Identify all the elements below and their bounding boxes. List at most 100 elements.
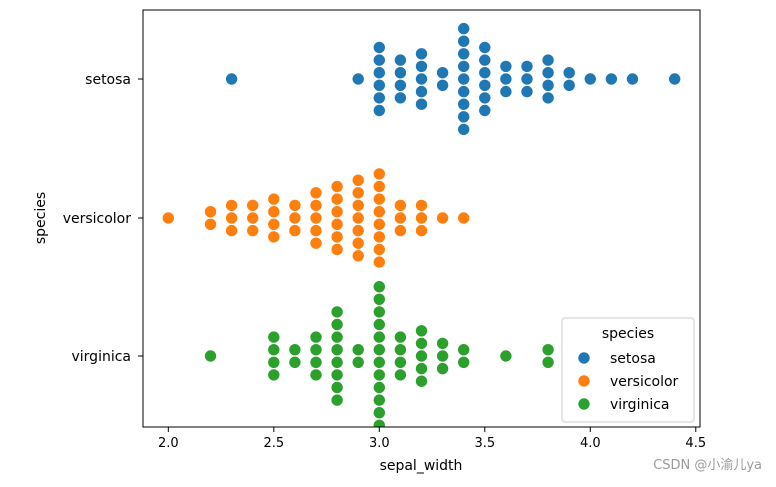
data-point-virginica	[457, 355, 470, 369]
legend-label: setosa	[610, 351, 656, 367]
data-point-virginica	[373, 305, 386, 319]
x-tick-label: 2.0	[158, 436, 179, 451]
data-point-versicolor	[267, 218, 281, 231]
data-point-versicolor	[351, 211, 365, 225]
legend-box	[561, 317, 695, 423]
data-point-virginica	[330, 318, 344, 331]
data-point-setosa	[394, 91, 407, 105]
data-point-versicolor	[204, 205, 217, 218]
data-point-setosa	[373, 104, 386, 117]
data-point-versicolor	[436, 211, 449, 225]
data-point-versicolor	[394, 211, 407, 225]
data-point-versicolor	[309, 211, 323, 225]
data-point-versicolor	[351, 173, 365, 187]
x-tick-label: 4.5	[685, 436, 706, 451]
data-point-versicolor	[351, 186, 365, 200]
data-point-virginica	[415, 349, 428, 363]
data-point-versicolor	[267, 192, 281, 206]
data-point-versicolor	[330, 205, 344, 218]
legend-marker	[577, 351, 591, 365]
data-point-setosa	[373, 91, 386, 105]
data-point-virginica	[373, 280, 386, 294]
data-point-setosa	[373, 41, 386, 54]
data-point-virginica	[541, 343, 555, 357]
data-point-setosa	[562, 79, 576, 92]
data-point-versicolor	[309, 186, 323, 200]
data-point-versicolor	[351, 249, 365, 263]
data-point-setosa	[457, 110, 470, 124]
data-point-versicolor	[330, 180, 344, 193]
data-point-virginica	[373, 406, 386, 420]
data-point-setosa	[541, 79, 555, 92]
data-point-setosa	[457, 85, 470, 98]
data-point-versicolor	[394, 199, 407, 212]
data-point-setosa	[373, 79, 386, 92]
data-point-versicolor	[373, 167, 386, 181]
data-point-virginica	[351, 355, 365, 369]
data-point-virginica	[330, 355, 344, 369]
data-point-setosa	[415, 72, 428, 86]
data-point-versicolor	[246, 199, 260, 212]
data-point-virginica	[204, 349, 217, 363]
data-point-versicolor	[415, 211, 428, 225]
data-point-virginica	[330, 381, 344, 394]
data-point-setosa	[457, 60, 470, 73]
data-point-versicolor	[309, 199, 323, 212]
data-point-setosa	[499, 72, 513, 86]
data-point-setosa	[478, 79, 492, 92]
data-point-versicolor	[373, 205, 386, 218]
data-point-virginica	[288, 355, 302, 369]
x-axis-label: sepal_width	[380, 458, 463, 474]
x-tick-label: 3.5	[474, 436, 495, 451]
y-tick-label: versicolor	[63, 211, 132, 227]
data-point-setosa	[415, 97, 428, 111]
data-point-virginica	[415, 324, 428, 338]
data-point-setosa	[225, 72, 238, 86]
data-point-setosa	[351, 72, 365, 86]
data-point-versicolor	[246, 211, 260, 225]
legend-title: species	[602, 326, 654, 342]
data-point-setosa	[499, 60, 513, 73]
data-point-virginica	[351, 343, 365, 357]
data-point-virginica	[373, 368, 386, 382]
data-point-virginica	[309, 343, 323, 357]
data-point-setosa	[520, 85, 534, 98]
data-point-setosa	[436, 79, 449, 92]
data-point-virginica	[394, 330, 407, 344]
y-tick-label: virginica	[72, 349, 132, 365]
data-point-versicolor	[246, 224, 260, 237]
data-point-setosa	[457, 34, 470, 48]
data-point-setosa	[394, 53, 407, 67]
data-point-virginica	[330, 330, 344, 344]
data-point-setosa	[415, 85, 428, 98]
data-point-versicolor	[457, 211, 470, 225]
data-point-virginica	[436, 349, 449, 363]
data-point-versicolor	[309, 224, 323, 237]
data-point-setosa	[499, 85, 513, 98]
data-point-setosa	[457, 47, 470, 61]
data-point-setosa	[541, 66, 555, 79]
data-point-virginica	[330, 393, 344, 407]
x-axis: 2.0 2.5 3.0 3.5 4.0 4.5	[158, 427, 706, 451]
data-point-setosa	[478, 41, 492, 54]
data-point-virginica	[288, 343, 302, 357]
data-point-versicolor	[267, 230, 281, 244]
data-point-virginica	[373, 381, 386, 394]
y-tick-label: setosa	[85, 72, 131, 88]
data-point-versicolor	[415, 224, 428, 237]
data-point-versicolor	[225, 199, 238, 212]
data-point-versicolor	[288, 211, 302, 225]
data-point-virginica	[373, 355, 386, 369]
data-point-setosa	[478, 66, 492, 79]
legend-label: virginica	[610, 397, 670, 413]
data-point-setosa	[520, 60, 534, 73]
legend-marker	[577, 374, 591, 388]
data-point-setosa	[394, 66, 407, 79]
data-point-virginica	[373, 292, 386, 306]
data-point-setosa	[457, 97, 470, 111]
data-point-virginica	[394, 343, 407, 357]
data-point-setosa	[457, 22, 470, 35]
data-point-setosa	[583, 72, 597, 86]
data-point-versicolor	[330, 230, 344, 244]
data-point-virginica	[309, 368, 323, 382]
